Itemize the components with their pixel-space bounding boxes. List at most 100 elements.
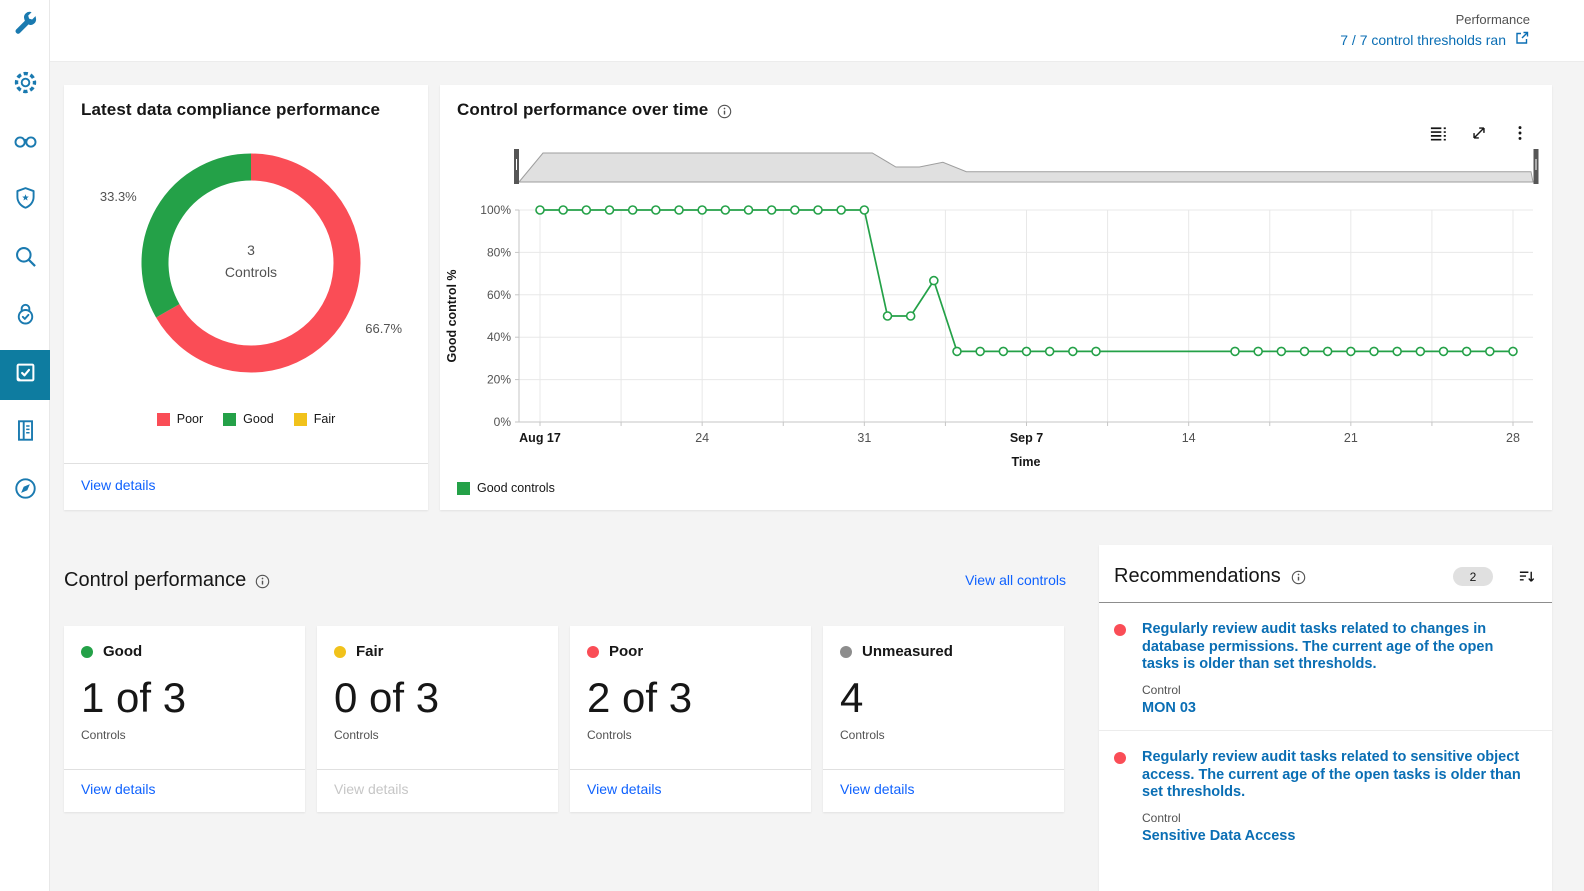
data-point-marker[interactable] [905, 311, 916, 321]
data-point-marker[interactable] [581, 205, 592, 215]
legend-swatch [293, 412, 307, 426]
data-point-marker[interactable] [813, 205, 823, 215]
data-point-marker[interactable] [674, 205, 684, 215]
data-point-marker[interactable] [1415, 346, 1426, 357]
data-point-marker[interactable] [790, 205, 800, 215]
view-details-link-fair: View details [334, 781, 409, 797]
data-table-icon[interactable] [1428, 123, 1448, 143]
data-point-marker[interactable] [558, 205, 568, 215]
data-point-marker[interactable] [882, 311, 893, 321]
controls-count: 0 of 3 [334, 674, 440, 721]
recommendation-item-1: Regularly review audit tasks related to … [1099, 603, 1552, 730]
status-label: Unmeasured [862, 643, 953, 660]
data-point-marker[interactable] [1392, 346, 1402, 357]
info-icon[interactable] [1291, 570, 1306, 585]
control-performance-section-header: Control performance View all controls [64, 565, 1066, 595]
control-thresholds-link[interactable]: 7 / 7 control thresholds ran [1340, 30, 1530, 49]
data-point-marker[interactable] [627, 205, 638, 215]
sidebar-item-3[interactable] [0, 176, 50, 226]
data-point-marker[interactable] [1438, 346, 1449, 357]
recommendations-title: Recommendations [1114, 565, 1281, 587]
status-dot-good [81, 645, 93, 658]
donut-legend-item-poor[interactable]: Poor [156, 412, 203, 426]
data-point-marker[interactable] [1044, 346, 1055, 357]
data-point-marker[interactable] [697, 205, 707, 215]
info-icon[interactable] [717, 104, 732, 119]
sidebar-item-4[interactable] [0, 234, 50, 284]
view-details-link-poor[interactable]: View details [587, 781, 662, 797]
view-details-link-unmeasured[interactable]: View details [840, 781, 915, 797]
info-icon[interactable] [255, 574, 270, 589]
data-point-marker[interactable] [1230, 346, 1240, 357]
data-point-marker[interactable] [859, 205, 870, 215]
sidebar-item-7[interactable] [0, 408, 50, 458]
donut-slice-good[interactable] [141, 153, 252, 318]
data-point-marker[interactable] [720, 205, 731, 215]
new-tab-icon [1514, 30, 1530, 49]
brush-right-handle-grip [1535, 159, 1537, 170]
data-point-marker[interactable] [604, 205, 615, 215]
data-point-marker[interactable] [952, 346, 962, 357]
sidebar-item-5[interactable] [0, 292, 50, 342]
recommendation-text-link[interactable]: Regularly review audit tasks related to … [1142, 749, 1521, 801]
sidebar-item-6-active[interactable] [0, 350, 50, 400]
x-tick-label: 28 [1506, 431, 1520, 445]
sidebar-item-0[interactable] [0, 2, 50, 52]
data-point-marker[interactable] [535, 205, 545, 215]
data-point-marker[interactable] [998, 346, 1009, 357]
view-details-link-good[interactable]: View details [81, 781, 156, 797]
overflow-menu-icon[interactable] [1510, 123, 1530, 143]
data-point-marker[interactable] [836, 205, 846, 215]
sidebar-item-8[interactable] [0, 466, 50, 516]
control-label: Control [1142, 683, 1181, 698]
data-point-marker[interactable] [651, 205, 661, 215]
data-point-marker[interactable] [1508, 346, 1518, 357]
legend-label: Fair [313, 412, 336, 426]
control-link[interactable]: MON 03 [1142, 700, 1196, 717]
binoculars-icon [12, 127, 39, 159]
chart-toolbar [1428, 123, 1530, 143]
data-point-marker[interactable] [1068, 346, 1078, 357]
recommendation-text-link[interactable]: Regularly review audit tasks related to … [1142, 621, 1494, 673]
controls-unit-label: Controls [840, 728, 885, 742]
data-point-marker[interactable] [1485, 346, 1495, 357]
x-tick-label: 31 [857, 431, 871, 445]
data-point-marker[interactable] [766, 205, 777, 215]
data-point-marker[interactable] [1322, 346, 1333, 357]
expand-icon[interactable] [1469, 123, 1489, 143]
donut-center-label: Controls [225, 264, 277, 280]
top-header-bar: Performance 7 / 7 control thresholds ran [50, 0, 1584, 62]
y-tick-label: 40% [487, 330, 511, 344]
donut-slice-poor[interactable] [156, 153, 361, 373]
data-point-marker[interactable] [1091, 346, 1101, 357]
control-link[interactable]: Sensitive Data Access [1142, 828, 1296, 845]
data-point-marker[interactable] [1276, 346, 1287, 357]
sidebar-item-1[interactable] [0, 60, 50, 110]
status-dot-unmeasured [840, 645, 852, 658]
sidebar-item-2[interactable] [0, 118, 50, 168]
status-dot-poor [587, 645, 599, 658]
donut-legend-item-fair[interactable]: Fair [293, 412, 336, 426]
data-point-marker[interactable] [1253, 346, 1263, 357]
data-point-marker[interactable] [1461, 346, 1472, 357]
sort-descending-icon[interactable] [1516, 567, 1536, 587]
data-point-marker[interactable] [929, 275, 939, 286]
data-point-marker[interactable] [975, 346, 985, 357]
compliance-donut-chart: 66.7% 33.3% 3 Controls [100, 153, 403, 373]
data-point-marker[interactable] [1346, 346, 1356, 357]
time-range-brush-area[interactable] [517, 152, 1534, 183]
recommendations-count-badge: 2 [1453, 567, 1493, 586]
compliance-view-details-link[interactable]: View details [81, 477, 156, 493]
left-nav-sidebar [0, 0, 50, 891]
data-point-marker[interactable] [1369, 346, 1379, 357]
data-point-marker[interactable] [1021, 346, 1032, 357]
data-point-marker[interactable] [743, 205, 754, 215]
compliance-card-title: Latest data compliance performance [81, 100, 381, 119]
status-card-fair: Fair 0 of 3 Controls View details [317, 626, 558, 812]
data-point-marker[interactable] [1299, 346, 1310, 357]
x-tick-label: Aug 17 [519, 431, 561, 445]
x-axis-title: Time [1012, 455, 1041, 469]
donut-legend-item-good[interactable]: Good [223, 412, 274, 426]
view-all-controls-link[interactable]: View all controls [965, 572, 1066, 588]
status-label: Good [103, 643, 143, 660]
